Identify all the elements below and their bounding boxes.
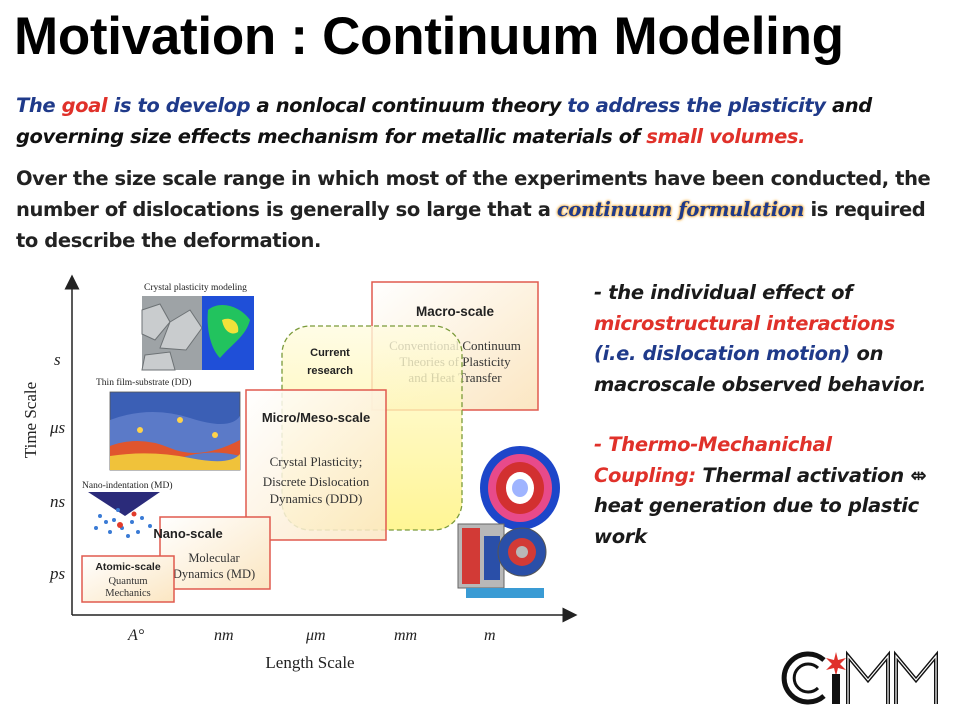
- bullet1-b: microstructural interactions: [594, 311, 895, 335]
- logo-c-icon: [781, 651, 826, 705]
- goal-small-volumes: small volumes.: [646, 125, 806, 148]
- nanoindentation-atoms: [94, 508, 152, 538]
- fem-disk-image: [480, 446, 560, 530]
- y-axis-label: Time Scale: [21, 382, 40, 458]
- x-tick-angstrom: A°: [127, 627, 145, 644]
- nanoindentation-image: [88, 492, 160, 516]
- bullet-microstructural: - the individual effect of microstructur…: [594, 278, 934, 400]
- x-tick-nm: nm: [214, 627, 234, 644]
- scale-text-post: is required to describe the deformation.: [16, 198, 926, 252]
- bullet2-b: Thermal activation: [702, 463, 904, 487]
- current-research-line-1: Current: [310, 347, 350, 359]
- cimm-logo: [781, 650, 938, 705]
- atomic-scale-box: [81, 555, 175, 603]
- goal-word-goal: goal: [61, 94, 108, 117]
- bullet-spacer: [594, 400, 934, 430]
- page-title: Motivation : Continuum Modeling: [14, 7, 844, 66]
- micro-desc-1: Crystal Plasticity;: [270, 454, 363, 469]
- micro-meso-scale-box: [245, 389, 387, 541]
- atomic-title: Atomic-scale: [95, 561, 161, 573]
- goal-nonlocal-theory: a nonlocal continuum theory: [256, 94, 562, 117]
- x-tick-m: m: [484, 627, 496, 644]
- macro-title: Macro-scale: [416, 304, 495, 319]
- logo-i-bar: [832, 674, 840, 704]
- bullet2-a: - Thermo-Mechanichal Coupling:: [594, 433, 832, 487]
- y-tick-s: s: [54, 350, 61, 369]
- atomic-desc-1: Quantum: [108, 576, 147, 587]
- micro-title: Micro/Meso-scale: [262, 410, 370, 425]
- x-tick-um: μm: [305, 627, 326, 644]
- goal-statement: The goal is to develop a nonlocal contin…: [16, 90, 946, 152]
- y-tick-ns: ns: [50, 492, 66, 511]
- bullet2-c: heat generation due to plastic work: [594, 494, 919, 548]
- scale-text-pre: Over the size scale range in which most …: [16, 167, 931, 221]
- nano-scale-box: [159, 516, 271, 590]
- x-tick-mm: mm: [394, 627, 417, 644]
- y-tick-us: μs: [49, 418, 66, 437]
- caption-crystal: Crystal plasticity modeling: [144, 283, 247, 293]
- bullet1-d: on macroscale observed behavior.: [594, 342, 927, 396]
- goal-word-the: The: [16, 94, 56, 117]
- bullet-points: - the individual effect of microstructur…: [594, 278, 934, 552]
- nano-title: Nano-scale: [153, 526, 222, 541]
- current-research-line-2: research: [307, 365, 353, 377]
- goal-word-develop: is to develop: [113, 94, 251, 117]
- double-arrow-icon: ⇎: [910, 463, 927, 487]
- mechanical-part-image: [457, 523, 547, 598]
- logo-m-letters: [846, 650, 938, 704]
- bullet1-c: (i.e. dislocation motion): [594, 342, 850, 365]
- bullet-thermo-mechanical: - Thermo-Mechanichal Coupling: Thermal a…: [594, 430, 934, 552]
- continuum-formulation-highlight: continuum formulation: [556, 198, 805, 221]
- goal-size-effects: and governing size effects mechanism for…: [16, 94, 872, 148]
- nano-desc-2: Dynamics (MD): [173, 567, 255, 581]
- bullet1-a: - the individual effect of: [594, 281, 853, 304]
- goal-plasticity: to address the plasticity: [567, 94, 826, 117]
- multiscale-diagram: Time Scale Length Scale s μs ns ps A° nm…: [21, 274, 578, 672]
- atomic-desc-2: Mechanics: [105, 588, 150, 599]
- scale-range-statement: Over the size scale range in which most …: [16, 163, 951, 256]
- logo-star-icon: [826, 652, 846, 676]
- micro-desc-2: Discrete Dislocation: [263, 474, 370, 489]
- caption-thinfilm: Thin film-substrate (DD): [96, 377, 192, 388]
- x-axis-label: Length Scale: [265, 653, 354, 672]
- micro-desc-3: Dynamics (DDD): [270, 491, 363, 506]
- nano-desc-1: Molecular: [188, 551, 240, 565]
- caption-nanoind: Nano-indentation (MD): [82, 480, 173, 491]
- y-tick-ps: ps: [49, 564, 66, 583]
